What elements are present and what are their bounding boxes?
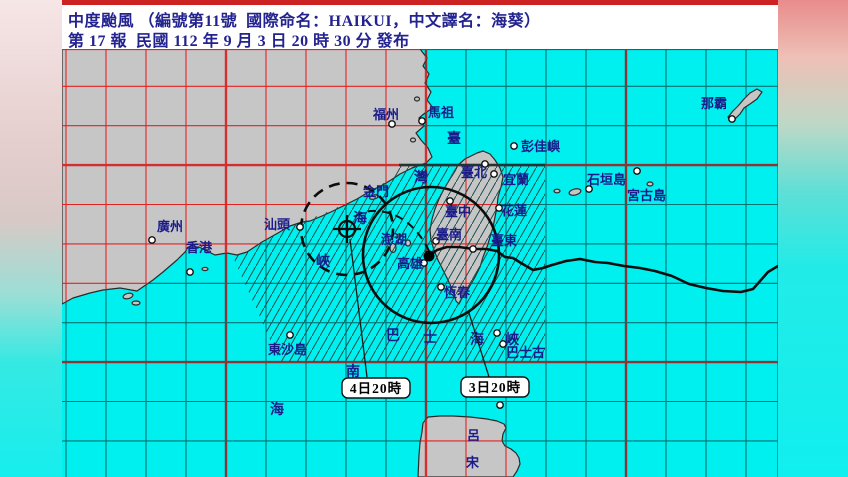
label-海: 海 — [270, 401, 284, 418]
forecast-box-label: 3日20時 — [469, 379, 521, 395]
observed-track-line — [427, 245, 778, 294]
label-花蓮: 花蓮 — [501, 203, 527, 218]
city-marker-basco — [499, 340, 507, 348]
label-金門: 金門 — [362, 184, 389, 199]
city-marker-taipei — [481, 160, 489, 168]
forecast-box-4日20時 — [341, 377, 411, 399]
forecast-track-dashed — [349, 209, 430, 252]
city-marker-taitung — [469, 245, 477, 253]
ishigaki-islet — [568, 188, 582, 196]
city-marker-taichung — [446, 197, 454, 205]
city-marker-hualien — [495, 204, 503, 212]
label-呂: 呂 — [467, 428, 480, 443]
bulletin-issue-line: 第 17 報 民國 112 年 9 月 3 日 20 時 30 分 發布 — [68, 33, 410, 50]
city-marker-miyako-islet — [633, 167, 641, 175]
matsu-islet-2 — [409, 137, 417, 143]
letterbox-right-blur — [778, 0, 848, 477]
city-marker-shantou — [296, 223, 304, 231]
label-那霸: 那霸 — [701, 96, 727, 111]
label-恆春: 恆春 — [443, 285, 471, 300]
city-marker-yilan — [490, 170, 498, 178]
label-宜蘭: 宜蘭 — [503, 172, 529, 187]
label-汕頭: 汕頭 — [264, 217, 291, 232]
city-markers — [148, 115, 736, 409]
label-臺: 臺 — [447, 130, 461, 147]
city-marker-dongsha — [286, 331, 294, 339]
label-士: 士 — [423, 329, 437, 346]
city-marker-pengjia-islet — [510, 142, 518, 150]
leader-line-3日20時 — [468, 312, 490, 378]
top-red-bar — [62, 0, 778, 5]
city-marker-hongkong — [186, 268, 194, 276]
bulletin-header: 中度颱風 （編號第11號 國際命名：HAIKUI，中文譯名：海葵） 第 17 報… — [62, 5, 778, 50]
label-臺中: 臺中 — [445, 204, 471, 219]
label-廣州: 廣州 — [157, 219, 183, 234]
letterbox-left-blur — [0, 0, 62, 477]
city-marker-matsu — [418, 117, 426, 125]
label-香港: 香港 — [185, 240, 213, 255]
islet-a — [553, 188, 561, 194]
city-marker-basco-islet-a — [493, 329, 501, 337]
forecast-box-3日20時 — [460, 376, 530, 398]
current-center-dot — [423, 250, 435, 262]
city-marker-guangzhou — [148, 236, 156, 244]
city-marker-tainan — [432, 237, 440, 245]
label-峽: 峽 — [316, 253, 331, 270]
city-marker-fuzhou — [388, 120, 396, 128]
city-marker-kaohsiung — [420, 259, 428, 267]
label-臺東: 臺東 — [491, 233, 517, 248]
label-峽: 峽 — [505, 331, 520, 348]
label-高雄: 高雄 — [397, 256, 423, 271]
label-彭佳嶼: 彭佳嶼 — [521, 139, 560, 154]
label-海: 海 — [353, 210, 367, 227]
matsu-islet-1 — [413, 96, 421, 102]
leader-line-4日20時 — [349, 238, 368, 378]
label-宮古島: 宮古島 — [627, 188, 666, 203]
map-image: 中度颱風 （編號第11號 國際命名：HAIKUI，中文譯名：海葵） 第 17 報… — [62, 0, 778, 477]
label-石垣島: 石垣島 — [586, 172, 626, 187]
hk-islet — [201, 266, 209, 272]
miyako-blob — [646, 181, 654, 187]
city-marker-islet-north-luzon — [496, 401, 504, 409]
city-marker-naha — [728, 115, 736, 123]
label-福州: 福州 — [372, 107, 399, 122]
luzon-island — [417, 415, 521, 477]
label-臺南: 臺南 — [436, 227, 462, 242]
forecast-box-label: 4日20時 — [350, 380, 402, 396]
coastal-islet-1 — [122, 292, 134, 300]
forecast-time-boxes: 4日20時 3日20時 — [341, 238, 530, 399]
label-東沙島: 東沙島 — [268, 342, 307, 357]
label-臺北: 臺北 — [461, 165, 487, 180]
label-宋: 宋 — [465, 455, 480, 470]
label-南: 南 — [346, 363, 360, 380]
label-澎湖: 澎湖 — [381, 232, 407, 247]
label-灣: 灣 — [414, 169, 428, 186]
label-巴士古: 巴士古 — [506, 345, 545, 360]
typhoon-title: 中度颱風 （編號第11號 國際命名：HAIKUI，中文譯名：海葵） — [68, 13, 541, 30]
label-巴: 巴 — [386, 328, 400, 344]
coastal-islet-2 — [131, 300, 141, 306]
city-marker-ishigaki — [585, 185, 593, 193]
city-marker-hengchun — [437, 283, 445, 291]
label-馬祖: 馬祖 — [428, 105, 454, 120]
wind-radius-circle — [361, 185, 501, 325]
